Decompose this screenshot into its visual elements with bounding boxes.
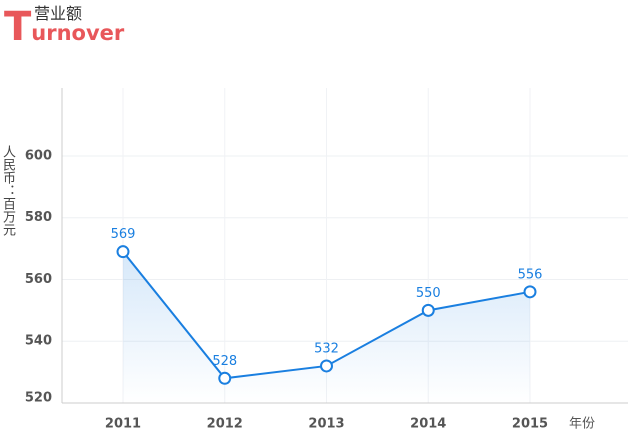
data-label: 550 xyxy=(416,286,441,301)
title-cn: 营业额 xyxy=(34,4,83,23)
y-tick-label: 560 xyxy=(25,272,52,287)
x-tick-label: 2012 xyxy=(207,417,243,432)
point xyxy=(421,303,435,317)
x-axis-label: 年份 xyxy=(569,417,595,432)
title-en: Turnover xyxy=(4,4,125,50)
x-tick-label: 2015 xyxy=(512,417,548,432)
x-tick-label: 2014 xyxy=(410,417,446,432)
point xyxy=(320,359,333,373)
y-tick-label: 540 xyxy=(25,334,52,349)
data-label: 569 xyxy=(111,227,136,242)
x-tick-label: 2013 xyxy=(308,417,344,432)
y-axis-label: 人民币：百万元 xyxy=(0,145,15,236)
data-label: 556 xyxy=(518,267,543,282)
x-tick-label: 2011 xyxy=(105,417,141,432)
data-label: 528 xyxy=(212,354,237,369)
data-label: 532 xyxy=(314,341,339,356)
point xyxy=(218,371,232,385)
y-tick-label: 520 xyxy=(25,391,52,406)
y-tick-label: 600 xyxy=(25,148,52,163)
area xyxy=(123,251,530,403)
point xyxy=(116,245,130,259)
y-tick-label: 580 xyxy=(25,210,52,225)
point xyxy=(523,285,537,299)
